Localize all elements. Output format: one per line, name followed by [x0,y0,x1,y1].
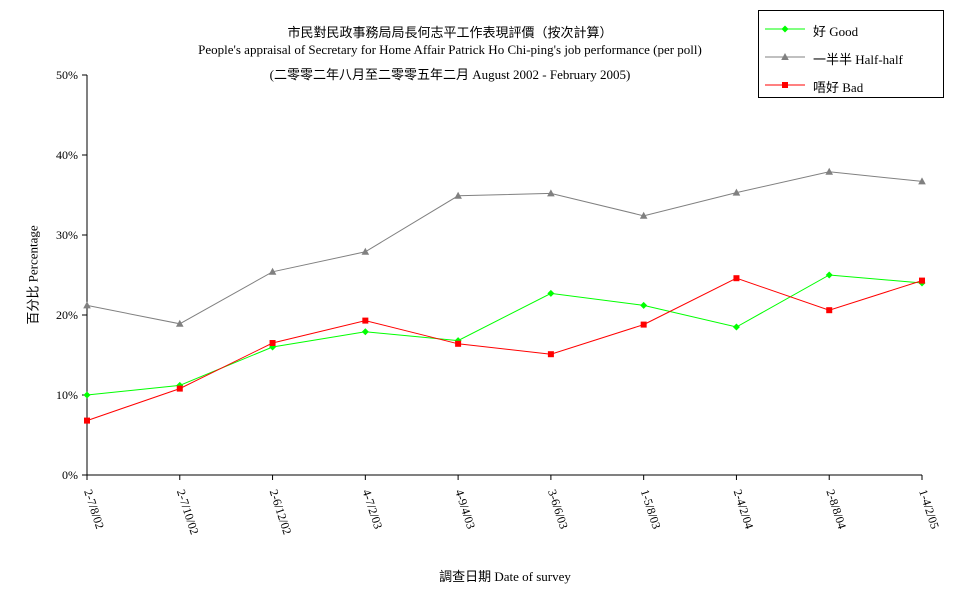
data-point-2 [84,417,90,424]
legend-item-bad: 唔好 Bad [759,75,943,95]
data-point-0 [83,391,91,399]
legend: 好 Good 一半半 Half-half 唔好 Bad [758,10,944,98]
x-tick-label: 3-6/6/03 [545,488,571,531]
data-point-0 [640,301,648,309]
data-point-1 [83,301,91,309]
data-point-0 [361,328,369,336]
legend-swatch-marker [781,25,789,33]
x-tick-label: 2-6/12/02 [267,488,295,537]
data-point-2 [269,340,276,346]
x-tick-label: 1-5/8/03 [638,488,664,531]
x-tick-label: 2-7/8/02 [81,488,107,531]
data-point-2 [640,321,647,328]
y-tick-label: 0% [62,468,78,482]
data-point-0 [547,289,555,297]
series-line-2 [86,277,923,422]
data-point-1 [732,188,741,196]
data-point-0 [732,323,740,331]
legend-swatch-marker [782,82,788,88]
chart-title: 市民對民政事務局局長何志平工作表現評價（按次計算） [287,25,613,40]
y-tick-label: 50% [56,68,78,82]
x-tick-label: 1-4/2/05 [916,488,942,531]
series-line-0 [86,274,923,396]
data-point-1 [825,167,834,175]
data-point-2 [919,277,925,284]
chart-date-range: (二零零二年八月至二零零五年二月 August 2002 - February … [269,67,631,82]
data-point-2 [733,275,740,282]
chart-subtitle: People's appraisal of Secretary for Home… [198,42,702,57]
data-point-1 [639,211,648,219]
y-tick-label: 10% [56,388,78,402]
data-point-2 [455,340,462,347]
legend-swatch-half-half [765,53,805,60]
data-point-0 [825,271,833,279]
x-tick-label: 4-9/4/03 [452,488,478,531]
y-tick-label: 30% [56,228,78,242]
y-tick-label: 40% [56,148,78,162]
legend-swatch-marker [781,53,789,60]
x-tick-label: 4-7/2/03 [359,488,385,531]
legend-item-half-half: 一半半 Half-half [759,47,943,67]
data-point-1 [268,267,277,275]
legend-label-good: 好 Good [813,24,859,39]
series-line-1 [86,171,923,325]
data-point-2 [362,317,369,324]
legend-label-bad: 唔好 Bad [813,80,864,95]
legend-swatch-bad [765,82,805,88]
x-tick-label: 2-8/8/04 [823,488,849,531]
data-point-1 [361,247,370,255]
data-point-1 [918,177,926,185]
data-point-2 [826,307,833,314]
data-point-1 [547,189,555,197]
y-tick-label: 20% [56,308,78,322]
x-tick-label: 2-4/2/04 [731,488,757,531]
legend-item-good: 好 Good [759,19,943,39]
data-point-1 [454,191,462,199]
x-axis-label: 調查日期 Date of survey [439,569,571,584]
data-point-2 [547,351,554,358]
legend-label-half-half: 一半半 Half-half [813,52,903,67]
data-point-2 [176,385,183,392]
x-tick-label: 2-7/10/02 [174,488,202,537]
y-axis-label: 百分比 Percentage [25,225,41,325]
legend-swatch-good [765,25,805,33]
data-point-1 [175,319,184,327]
